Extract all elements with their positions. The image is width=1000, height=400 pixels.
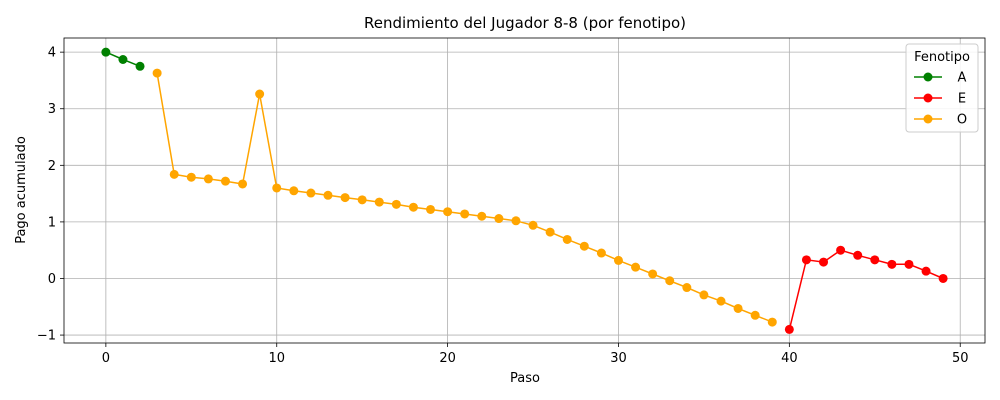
data-point-O xyxy=(733,303,743,313)
x-tick-label: 10 xyxy=(268,351,285,366)
y-tick-label: 2 xyxy=(48,159,56,174)
data-point-O xyxy=(186,172,196,182)
data-point-O xyxy=(289,186,299,196)
y-tick-label: 3 xyxy=(48,102,56,117)
data-point-O xyxy=(648,269,658,279)
data-point-O xyxy=(477,211,487,221)
series-line-E xyxy=(788,249,944,330)
series-A xyxy=(101,47,145,71)
series-E xyxy=(784,245,948,334)
data-point-O xyxy=(631,262,641,272)
x-axis-label: Paso xyxy=(510,371,540,386)
legend-label-O: O xyxy=(957,113,967,128)
data-point-O xyxy=(562,234,572,244)
y-tick-label: 0 xyxy=(48,272,56,287)
series-layer xyxy=(101,47,948,334)
data-point-O xyxy=(272,183,282,193)
data-point-O xyxy=(255,89,265,99)
data-point-O xyxy=(699,290,709,300)
legend-title: Fenotipo xyxy=(914,50,970,65)
x-tick-label: 50 xyxy=(952,351,969,366)
legend-box xyxy=(905,43,979,133)
legend-marker-A xyxy=(923,72,933,82)
data-point-O xyxy=(426,204,436,214)
data-point-O xyxy=(408,202,418,212)
data-point-O xyxy=(494,214,504,224)
data-point-O xyxy=(750,310,760,320)
data-point-O xyxy=(528,220,538,230)
data-point-E xyxy=(938,273,948,283)
ticks: 0 10 20 30 40 50 −1 0 1 2 3 4 xyxy=(37,46,969,366)
data-point-E xyxy=(887,259,897,269)
legend-entry-O: O xyxy=(914,113,967,128)
data-point-E xyxy=(819,257,829,267)
data-point-E xyxy=(921,266,931,276)
legend-marker-E xyxy=(923,93,933,103)
data-point-O xyxy=(682,283,692,293)
series-O xyxy=(152,68,777,327)
data-point-A xyxy=(101,47,111,57)
data-point-O xyxy=(374,197,384,207)
y-tick-label: 4 xyxy=(48,46,56,61)
data-point-O xyxy=(579,241,589,251)
data-point-O xyxy=(460,209,470,219)
data-point-E xyxy=(870,255,880,265)
x-tick-label: 30 xyxy=(610,351,627,366)
grid xyxy=(64,38,985,343)
data-point-O xyxy=(391,199,401,209)
x-tick-label: 40 xyxy=(781,351,798,366)
data-point-E xyxy=(784,324,794,334)
chart-title: Rendimiento del Jugador 8-8 (por fenotip… xyxy=(364,14,686,32)
data-point-A xyxy=(135,61,145,71)
x-tick-label: 20 xyxy=(439,351,456,366)
data-point-O xyxy=(443,207,453,217)
data-point-O xyxy=(220,176,230,186)
data-point-O xyxy=(340,193,350,203)
data-point-O xyxy=(169,169,179,179)
data-point-O xyxy=(203,174,213,184)
data-point-O xyxy=(511,216,521,226)
data-point-E xyxy=(904,259,914,269)
data-point-A xyxy=(118,55,128,65)
plot-frame xyxy=(63,37,986,344)
data-point-O xyxy=(665,276,675,286)
legend-marker-O xyxy=(923,114,933,124)
legend-label-E: E xyxy=(958,92,966,107)
legend-entry-E: E xyxy=(914,92,966,107)
y-tick-label: −1 xyxy=(37,329,56,344)
legend: Fenotipo AEO xyxy=(905,43,979,133)
data-point-O xyxy=(238,179,248,189)
data-point-O xyxy=(323,190,333,200)
data-point-O xyxy=(613,255,623,265)
x-tick-label: 0 xyxy=(102,351,110,366)
y-tick-label: 1 xyxy=(48,215,56,230)
data-point-E xyxy=(836,245,846,255)
data-point-O xyxy=(716,296,726,306)
series-line-O xyxy=(156,72,773,323)
data-point-O xyxy=(596,248,606,258)
data-point-O xyxy=(152,68,162,78)
y-axis-label: Pago acumulado xyxy=(14,136,29,244)
data-point-O xyxy=(545,227,555,237)
data-point-O xyxy=(767,317,777,327)
legend-label-A: A xyxy=(958,71,967,86)
data-point-E xyxy=(801,255,811,265)
data-point-E xyxy=(853,250,863,260)
legend-entry-A: A xyxy=(914,71,967,86)
data-point-O xyxy=(306,188,316,198)
data-point-O xyxy=(357,195,367,205)
